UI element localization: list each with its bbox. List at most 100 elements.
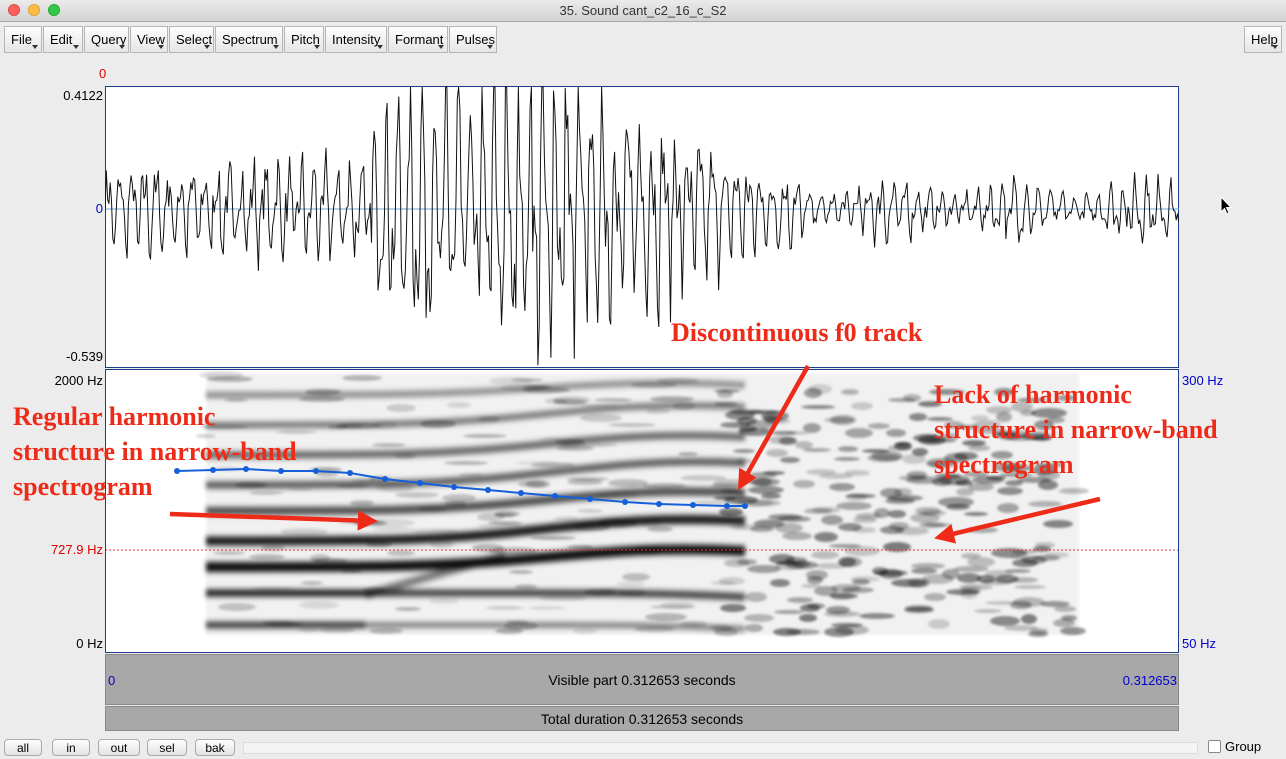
zoom-back-button[interactable]: bak — [195, 739, 235, 756]
spectrogram-speckle — [1020, 410, 1036, 416]
pitch-point — [451, 484, 457, 490]
zoom-out-button[interactable]: out — [98, 739, 140, 756]
spectrogram-speckle — [477, 523, 521, 529]
spectrogram-speckle — [711, 581, 735, 585]
spectrogram-speckle — [1021, 432, 1051, 440]
zoom-all-button[interactable]: all — [4, 739, 42, 756]
cursor-frequency-label: 727.9 Hz — [50, 542, 103, 557]
pitch-max-label: 300 Hz — [1182, 373, 1224, 388]
spectrogram-speckle — [808, 384, 832, 394]
spectrogram-speckle — [646, 408, 670, 414]
spectrogram-speckle — [678, 452, 698, 456]
spectrogram-speckle — [567, 477, 609, 481]
spectrogram-speckle — [1021, 614, 1037, 624]
spectrogram-speckle — [779, 437, 797, 445]
harmonic-band — [205, 487, 746, 515]
spectrogram-speckle — [807, 603, 825, 609]
spectrogram-speckle — [974, 609, 1002, 613]
spectrogram-speckle — [927, 417, 953, 421]
spectrogram-speckle — [801, 584, 821, 588]
cursor-time-label: 0 — [99, 66, 107, 81]
zoom-window-button[interactable] — [48, 4, 60, 16]
spectrogram-speckle — [815, 563, 847, 569]
spectrogram-speckle — [580, 414, 622, 422]
close-window-button[interactable] — [8, 4, 20, 16]
spectrogram-speckle — [395, 492, 439, 498]
menu-file[interactable]: File — [4, 26, 42, 53]
spectrogram-speckle — [634, 626, 674, 632]
spectrogram-speckle — [1032, 465, 1056, 475]
spectrogram-speckle — [744, 614, 774, 622]
spectrogram-speckle — [594, 398, 632, 402]
spectrogram-speckle — [577, 509, 603, 513]
title-bar: 35. Sound cant_c2_16_c_S2 — [0, 0, 1286, 22]
spectrogram-speckle — [730, 524, 760, 530]
waveform-zero-label: 0 — [95, 201, 103, 216]
spectrogram-speckle — [459, 473, 483, 477]
spectrogram-speckle — [638, 518, 662, 526]
spectrogram-speckle — [387, 550, 415, 556]
spectrogram-speckle — [340, 569, 362, 573]
menu-pitch[interactable]: Pitch — [284, 26, 324, 53]
spectrogram-speckle — [1060, 627, 1086, 635]
spectrogram-speckle — [395, 607, 421, 611]
spectrogram-speckle — [518, 481, 546, 487]
spectrogram-speckle — [336, 484, 368, 488]
menu-select[interactable]: Select — [169, 26, 214, 53]
zoom-selection-button[interactable]: sel — [147, 739, 187, 756]
menu-query[interactable]: Query — [84, 26, 129, 53]
spectrogram-speckle — [312, 558, 348, 564]
spectrogram-speckle — [213, 551, 245, 555]
spectrogram-speckle — [338, 537, 376, 543]
menu-intensity[interactable]: Intensity — [325, 26, 387, 53]
spectrogram-speckle — [200, 425, 248, 429]
window-title: 35. Sound cant_c2_16_c_S2 — [559, 3, 727, 18]
visible-start-label: 0 — [108, 673, 116, 688]
spectrogram-speckle — [935, 473, 961, 479]
spectrogram-speckle — [249, 491, 283, 495]
spectrogram-speckle — [1057, 395, 1075, 401]
spectrogram-speckle — [918, 401, 942, 407]
pitch-track — [176, 467, 745, 507]
spectrogram-speckle — [680, 475, 726, 481]
pitch-point — [518, 490, 524, 496]
pitch-point — [622, 499, 628, 505]
spectrogram-speckle — [793, 480, 815, 488]
spectrogram-speckle — [673, 402, 695, 410]
spectrogram-speckle — [1017, 398, 1047, 402]
spectrogram-speckle — [962, 440, 986, 446]
waveform-panel[interactable] — [105, 86, 1179, 368]
spectrogram-speckle — [745, 624, 763, 632]
spectrogram-speckle — [249, 554, 285, 560]
menu-edit[interactable]: Edit — [43, 26, 83, 53]
spectrogram-speckle — [486, 606, 524, 610]
spectrogram-speckle — [748, 486, 784, 494]
spectrogram-speckle — [1014, 585, 1046, 589]
menu-view[interactable]: View — [130, 26, 168, 53]
spectrogram-speckle — [369, 628, 403, 634]
menu-spectrum[interactable]: Spectrum — [215, 26, 283, 53]
spectrogram-panel[interactable] — [105, 369, 1179, 653]
menu-pulses[interactable]: Pulses — [449, 26, 497, 53]
visible-part-bar[interactable]: 0 Visible part 0.312653 seconds 0.312653 — [105, 654, 1179, 705]
group-checkbox[interactable] — [1208, 740, 1221, 753]
harmonic-band — [205, 458, 746, 489]
spectrogram-speckle — [280, 528, 328, 536]
menu-help[interactable]: Help — [1244, 26, 1282, 53]
total-duration-bar[interactable]: Total duration 0.312653 seconds — [105, 706, 1179, 731]
zoom-in-button[interactable]: in — [52, 739, 90, 756]
spectrogram-speckle — [720, 604, 746, 612]
spectrogram-speckle — [814, 532, 838, 542]
spectrogram-speckle — [926, 458, 956, 468]
spectrogram-ymax-label: 2000 Hz — [54, 373, 103, 388]
harmonic-band — [205, 431, 746, 459]
spectrogram-speckle — [463, 434, 507, 438]
spectrogram-speckle — [1003, 464, 1031, 472]
minimize-window-button[interactable] — [28, 4, 40, 16]
menu-formant[interactable]: Formant — [388, 26, 448, 53]
pitch-point — [485, 487, 491, 493]
horizontal-scrollbar[interactable] — [243, 742, 1198, 754]
spectrogram-speckle — [720, 489, 742, 493]
spectrogram-speckle — [608, 423, 656, 427]
spectrogram-speckle — [894, 488, 912, 496]
